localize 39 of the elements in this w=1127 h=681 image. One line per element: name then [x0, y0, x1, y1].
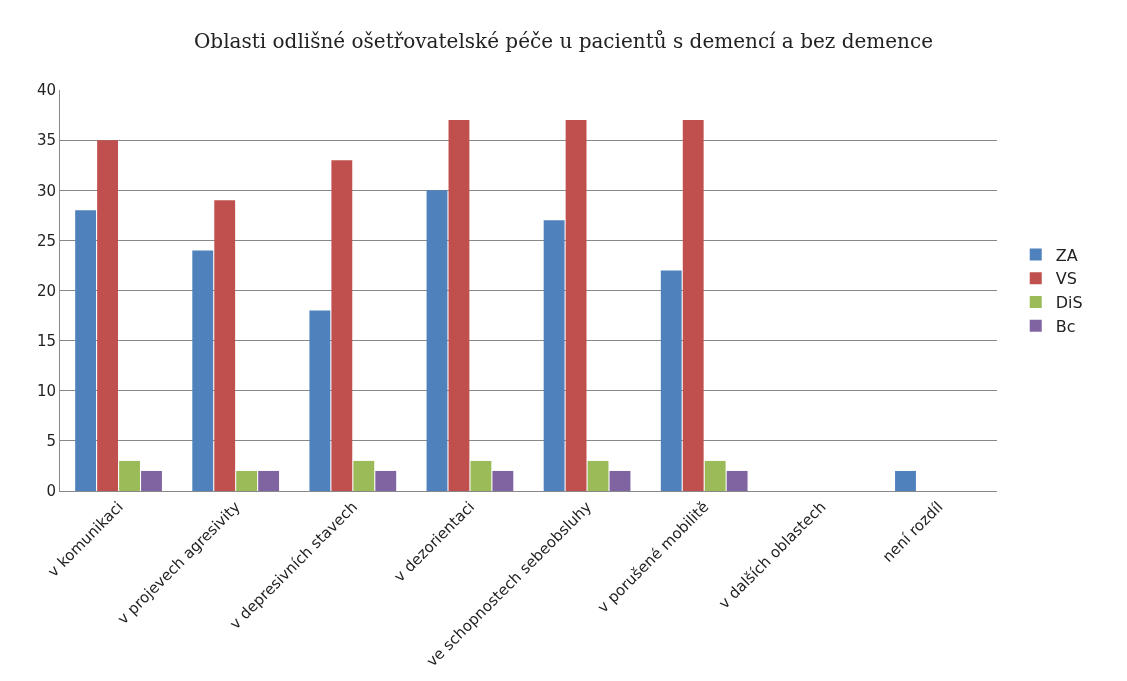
bar	[353, 460, 375, 491]
bar	[119, 460, 140, 491]
bar	[97, 140, 119, 491]
bar	[331, 160, 353, 491]
bar	[543, 220, 565, 491]
bar	[258, 470, 280, 491]
y-tick-label: 10	[36, 382, 56, 400]
bar	[192, 250, 214, 491]
bar	[448, 120, 470, 491]
bar	[660, 270, 682, 491]
bar	[141, 470, 162, 491]
chart-title: Oblasti odlišné ošetřovatelské péče u pacientů s demencí a bez demence	[193, 29, 934, 54]
y-tick-label: 40	[36, 81, 56, 100]
bar	[426, 190, 448, 491]
y-tick-label: 5	[46, 432, 56, 451]
y-tick-label: 30	[36, 181, 56, 200]
bar	[587, 460, 609, 491]
bar	[75, 210, 97, 491]
y-tick-label: 35	[36, 131, 56, 150]
bar	[726, 470, 748, 491]
bar	[609, 470, 631, 491]
bar	[492, 470, 514, 491]
bar	[895, 470, 916, 491]
bar	[236, 470, 258, 491]
y-tick-label: 25	[36, 231, 56, 250]
bar	[704, 460, 726, 491]
legend-label: DiS	[1055, 293, 1083, 313]
legend-label: VS	[1055, 269, 1077, 289]
bar	[375, 470, 397, 491]
bar	[214, 200, 236, 491]
bar	[309, 310, 331, 491]
legend-label: Bc	[1055, 317, 1076, 337]
y-tick-label: 0	[46, 482, 56, 501]
y-tick-label: 15	[36, 331, 56, 350]
y-tick-label: 20	[36, 281, 56, 300]
bar	[682, 120, 704, 491]
bar	[565, 120, 587, 491]
bar	[470, 460, 492, 491]
legend-label: ZA	[1055, 245, 1078, 265]
